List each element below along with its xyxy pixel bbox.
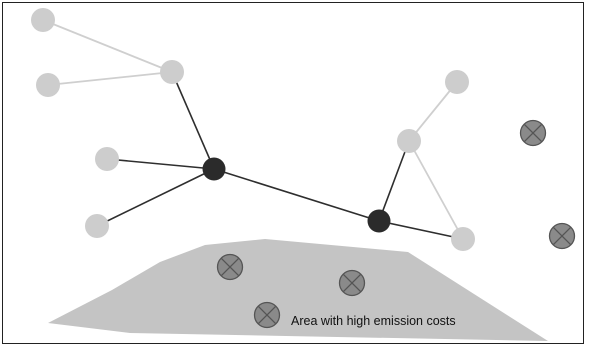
edge-n5-h1	[96, 168, 215, 227]
edge-n6-n7	[408, 81, 458, 142]
edge-n2-n3	[47, 71, 173, 86]
node-n3	[160, 60, 184, 84]
x-circle-icon	[216, 253, 244, 281]
node-n2	[36, 73, 60, 97]
edges-layer	[42, 19, 464, 240]
node-n4	[95, 147, 119, 171]
x-circle-icon	[253, 301, 281, 329]
edge-n3-h1	[171, 71, 215, 170]
node-n7	[397, 129, 421, 153]
x-circle-icon	[519, 119, 547, 147]
edge-n7-n8	[408, 140, 464, 240]
emission-sites-layer	[216, 119, 576, 329]
high-emission-area	[48, 239, 548, 341]
area-label: Area with high emission costs	[291, 314, 456, 328]
node-n6	[445, 70, 469, 94]
edge-h1-h2	[213, 168, 380, 222]
nodes-layer	[31, 8, 475, 251]
x-circle-icon	[338, 269, 366, 297]
edge-n4-h1	[106, 158, 215, 170]
edge-n1-n3	[42, 19, 173, 73]
node-n1	[31, 8, 55, 32]
edge-h2-n7	[378, 140, 410, 222]
node-n8	[451, 227, 475, 251]
node-n5	[85, 214, 109, 238]
hub-node-h2	[367, 209, 391, 233]
hub-node-h1	[202, 157, 226, 181]
x-circle-icon	[548, 222, 576, 250]
edge-h2-n8	[378, 220, 464, 240]
